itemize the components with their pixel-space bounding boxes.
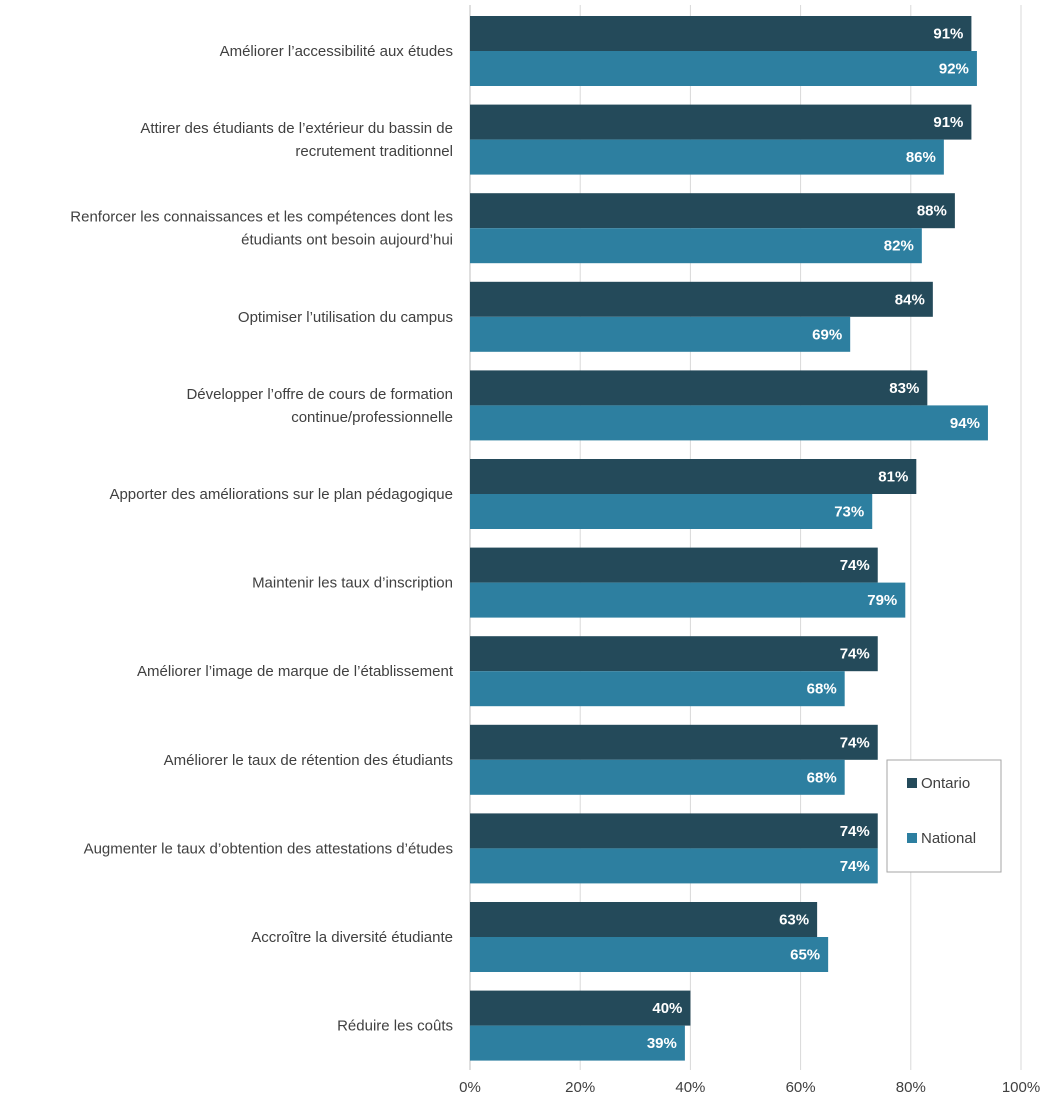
category-label: Améliorer le taux de rétention des étudi… [164, 752, 453, 769]
data-label: 84% [895, 291, 925, 308]
data-label: 79% [867, 592, 897, 609]
bar-ontario [470, 281, 933, 317]
x-axis-tick-labels: 0% 20% 40% 60% 80% 100% [459, 1079, 1040, 1096]
data-label: 74% [840, 734, 870, 751]
data-label: 74% [840, 557, 870, 574]
bar-national [470, 51, 977, 86]
category-label: Développer l’offre de cours de formation [186, 386, 453, 403]
bar-national [470, 1025, 685, 1061]
gridlines [469, 5, 1022, 1070]
data-label: 74% [840, 823, 870, 840]
bar-national [470, 139, 944, 175]
category-label: Accroître la diversité étudiante [251, 929, 453, 946]
bar-ontario [470, 547, 878, 583]
bar-ontario [470, 16, 972, 51]
bar-ontario [470, 459, 917, 494]
bar-ontario [470, 990, 691, 1026]
bar-national [470, 316, 851, 352]
data-label: 39% [647, 1035, 677, 1052]
data-label: 91% [933, 114, 963, 131]
data-label: 82% [884, 238, 914, 255]
category-label: Attirer des étudiants de l’extérieur du … [140, 120, 453, 137]
bar-national [470, 405, 988, 441]
category-label: Renforcer les connaissances et les compé… [70, 209, 453, 226]
data-label: 88% [917, 203, 947, 220]
data-label: 68% [807, 769, 837, 786]
data-label: 91% [933, 26, 963, 43]
x-tick-label: 0% [459, 1079, 481, 1096]
data-label: 69% [812, 326, 842, 343]
data-label: 63% [779, 912, 809, 929]
x-tick-label: 40% [675, 1079, 705, 1096]
category-label: continue/professionnelle [291, 409, 453, 426]
data-label: 73% [834, 504, 864, 521]
data-label: 94% [950, 415, 980, 432]
x-tick-label: 20% [565, 1079, 595, 1096]
data-label: 83% [889, 380, 919, 397]
bar-national [470, 671, 845, 707]
legend-swatch-national [907, 833, 917, 843]
bar-national [470, 937, 829, 972]
bar-ontario [470, 902, 818, 937]
bar-ontario [470, 813, 878, 849]
bars [470, 16, 988, 1061]
x-tick-label: 60% [786, 1079, 816, 1096]
category-label: Optimiser l’utilisation du campus [238, 309, 453, 326]
bar-ontario [470, 104, 972, 140]
x-tick-label: 80% [896, 1079, 926, 1096]
category-label: Améliorer l’accessibilité aux études [220, 43, 453, 60]
legend-swatch-ontario [907, 778, 917, 788]
category-label: Apporter des améliorations sur le plan p… [109, 486, 453, 503]
bar-national [470, 494, 873, 529]
category-label: Réduire les coûts [337, 1018, 453, 1035]
category-labels: Améliorer l’accessibilité aux études Atti… [70, 43, 454, 1035]
data-label: 74% [840, 646, 870, 663]
legend-box [886, 759, 1002, 873]
data-label: 86% [906, 149, 936, 166]
data-label: 92% [939, 61, 969, 78]
bar-national [470, 759, 845, 795]
x-tick-label: 100% [1002, 1079, 1040, 1096]
category-label: Maintenir les taux d’inscription [252, 575, 453, 592]
data-label: 74% [840, 858, 870, 875]
category-label: Augmenter le taux d’obtention des attest… [84, 840, 453, 857]
legend: Ontario National [886, 759, 1002, 873]
data-label: 40% [652, 1000, 682, 1017]
category-label: étudiants ont besoin aujourd’hui [241, 232, 453, 249]
legend-label-national: National [921, 830, 976, 847]
data-label: 65% [790, 947, 820, 964]
bar-national [470, 848, 878, 884]
bar-ontario [470, 193, 955, 229]
bar-ontario [470, 636, 878, 672]
data-labels: 91% 92% 91% 86% 88% 82% 84% 69% 83% 94% 81% 73% 74% 7… [647, 26, 980, 1053]
bar-ontario [470, 724, 878, 760]
category-label: Améliorer l’image de marque de l’établis… [137, 663, 454, 680]
bar-national [470, 582, 906, 618]
data-label: 68% [807, 681, 837, 698]
bar-national [470, 228, 922, 264]
data-label: 81% [878, 469, 908, 486]
category-label: recrutement traditionnel [295, 143, 453, 160]
bar-ontario [470, 370, 928, 406]
legend-label-ontario: Ontario [921, 775, 970, 792]
